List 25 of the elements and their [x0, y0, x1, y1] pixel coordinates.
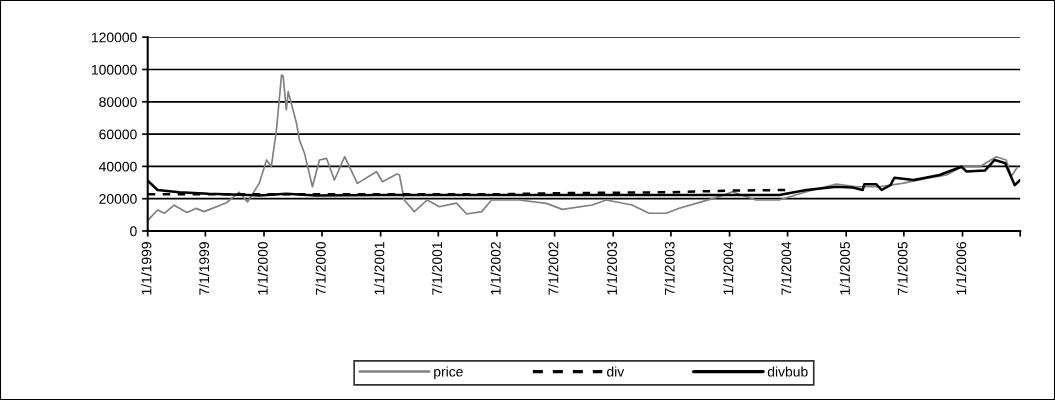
x-tick-label: 1/1/1999 — [141, 242, 152, 295]
y-tick-label: 60000 — [99, 129, 137, 140]
x-tick-label: 1/1/2003 — [606, 242, 617, 295]
x-tick-label: 1/1/2006 — [956, 242, 967, 295]
x-tick-label: 7/1/2003 — [664, 242, 675, 295]
x-tick-label: 7/1/1999 — [198, 242, 210, 295]
x-tick-label: 7/1/2002 — [548, 242, 559, 295]
y-tick-label: 0 — [130, 226, 137, 237]
x-tick-label: 1/1/2001 — [374, 242, 385, 295]
x-tick-label: 1/1/2002 — [490, 242, 501, 295]
x-tick-label: 7/1/2000 — [315, 241, 326, 295]
y-tick-label: 40000 — [98, 161, 137, 172]
legend-label: price — [434, 366, 463, 380]
x-tick-label: 7/1/2005 — [897, 241, 908, 295]
x-tick-label: 7/1/2004 — [781, 241, 792, 295]
legend-label: divbub — [767, 366, 808, 377]
legend-label: div — [607, 366, 625, 377]
y-tick-label: 120000 — [92, 32, 137, 43]
x-tick-label: 1/1/2005 — [839, 241, 850, 295]
y-tick-label: 80000 — [99, 97, 137, 107]
x-tick-label: 1/1/2004 — [723, 241, 734, 295]
y-tick-label: 20000 — [99, 194, 137, 204]
x-tick-label: 7/1/2001 — [431, 242, 443, 295]
x-tick-label: 1/1/2000 — [257, 241, 268, 295]
y-tick-label: 100000 — [92, 64, 137, 75]
